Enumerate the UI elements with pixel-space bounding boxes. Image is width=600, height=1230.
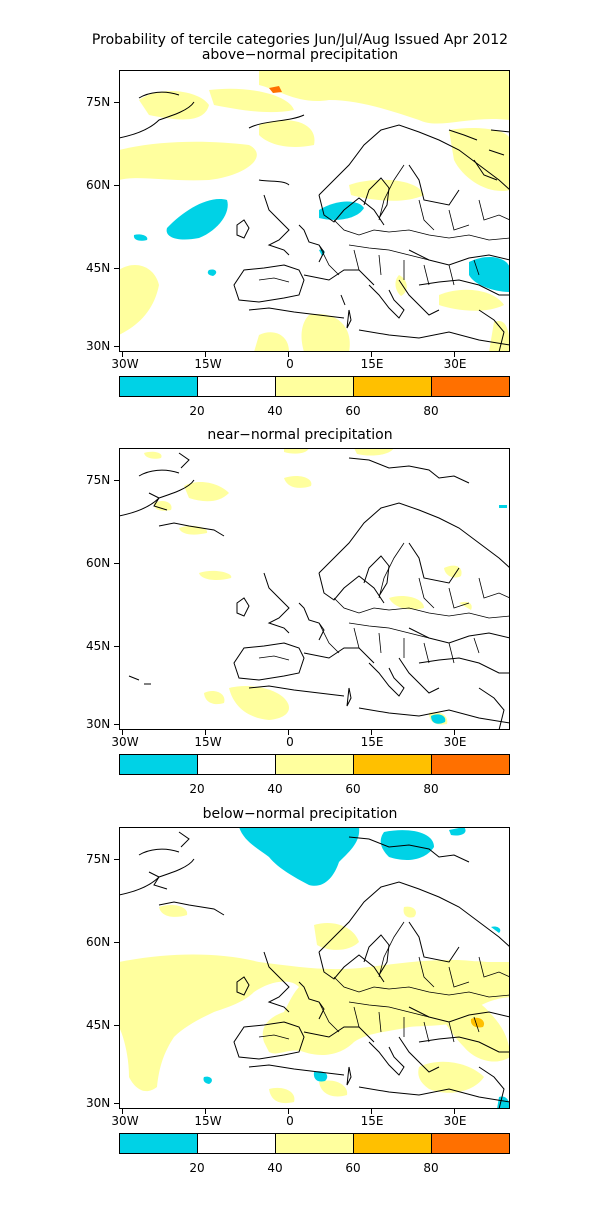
lat-label: 45N (86, 639, 111, 653)
lon-label: 15E (360, 1114, 384, 1128)
colorbar-label: 80 (423, 782, 439, 796)
colorbar-swatch (198, 1134, 276, 1153)
colorbar-label: 60 (345, 1161, 361, 1175)
lon-label: 30W (111, 1114, 139, 1128)
panel-subtitle: above−normal precipitation (201, 47, 399, 63)
lon-label: 15E (360, 735, 384, 749)
lon-label: 30W (111, 735, 139, 749)
colorbar (119, 754, 510, 775)
lon-label: 15W (194, 1114, 222, 1128)
colorbar-label: 20 (189, 1161, 205, 1175)
lat-label: 30N (86, 339, 111, 353)
lon-label: 0 (286, 357, 294, 371)
lat-label: 75N (86, 852, 111, 866)
lat-label: 75N (86, 95, 111, 109)
lat-label: 45N (86, 1018, 111, 1032)
colorbar-label: 80 (423, 1161, 439, 1175)
colorbar-swatch (432, 1134, 509, 1153)
panel-near-normal: near−normal precipitation (0, 428, 600, 796)
lon-label: 30E (443, 1114, 467, 1128)
colorbar-label: 80 (423, 404, 439, 418)
colorbar-swatch (276, 377, 354, 396)
colorbar-swatch (432, 377, 509, 396)
shading-80-plus (269, 86, 282, 93)
colorbar-swatch (276, 755, 354, 774)
colorbar-swatch (276, 1134, 354, 1153)
map-above-normal (119, 70, 510, 352)
colorbar-label: 40 (267, 404, 283, 418)
shading-60-80 (470, 1017, 485, 1028)
panel-subtitle: near−normal precipitation (207, 427, 393, 443)
colorbar-swatch (354, 1134, 432, 1153)
lon-label: 30E (443, 735, 467, 749)
coastlines (119, 831, 510, 1109)
shading-40-60 (144, 448, 472, 725)
colorbar-label: 20 (189, 782, 205, 796)
map-svg (119, 448, 510, 730)
lat-label: 75N (86, 473, 111, 487)
map-svg (119, 70, 510, 352)
map-svg (119, 827, 510, 1109)
shading-40-60 (119, 904, 510, 1104)
panel-below-normal: below−normal precipitation (0, 807, 600, 1175)
lat-label: 60N (86, 556, 111, 570)
lon-label: 30W (111, 357, 139, 371)
lon-label: 15W (194, 357, 222, 371)
colorbar (119, 1133, 510, 1154)
colorbar-swatch (120, 1134, 198, 1153)
colorbar-label: 40 (267, 782, 283, 796)
figure-title: Probability of tercile categories Jun/Ju… (91, 32, 509, 48)
colorbar-label: 60 (345, 782, 361, 796)
shading-0-20 (431, 505, 507, 724)
colorbar-swatch (432, 755, 509, 774)
shading-0-20 (133, 199, 510, 292)
borders (258, 164, 510, 286)
panel-subtitle: below−normal precipitation (202, 806, 398, 822)
colorbar-label: 60 (345, 404, 361, 418)
lat-label: 30N (86, 717, 111, 731)
colorbar-swatch (198, 377, 276, 396)
lon-label: 30E (443, 357, 467, 371)
lat-label: 60N (86, 935, 111, 949)
colorbar (119, 376, 510, 397)
colorbar-swatch (354, 755, 432, 774)
coastlines (119, 452, 510, 730)
map-below-normal (119, 827, 510, 1109)
colorbar-label: 40 (267, 1161, 283, 1175)
colorbar-swatch (198, 755, 276, 774)
colorbar-label: 20 (189, 404, 205, 418)
lat-label: 60N (86, 178, 111, 192)
coastlines (119, 91, 510, 352)
lon-label: 15E (360, 357, 384, 371)
colorbar-swatch (354, 377, 432, 396)
lat-label: 45N (86, 261, 111, 275)
colorbar-swatch (120, 755, 198, 774)
panel-above-normal: above−normal precipitation (0, 48, 600, 418)
borders (258, 542, 510, 664)
lon-label: 15W (194, 735, 222, 749)
lat-label: 30N (86, 1096, 111, 1110)
borders (258, 921, 510, 1043)
lon-label: 0 (286, 1114, 294, 1128)
lon-label: 0 (286, 735, 294, 749)
shading-40-60 (119, 70, 510, 352)
map-near-normal (119, 448, 510, 730)
colorbar-swatch (120, 377, 198, 396)
